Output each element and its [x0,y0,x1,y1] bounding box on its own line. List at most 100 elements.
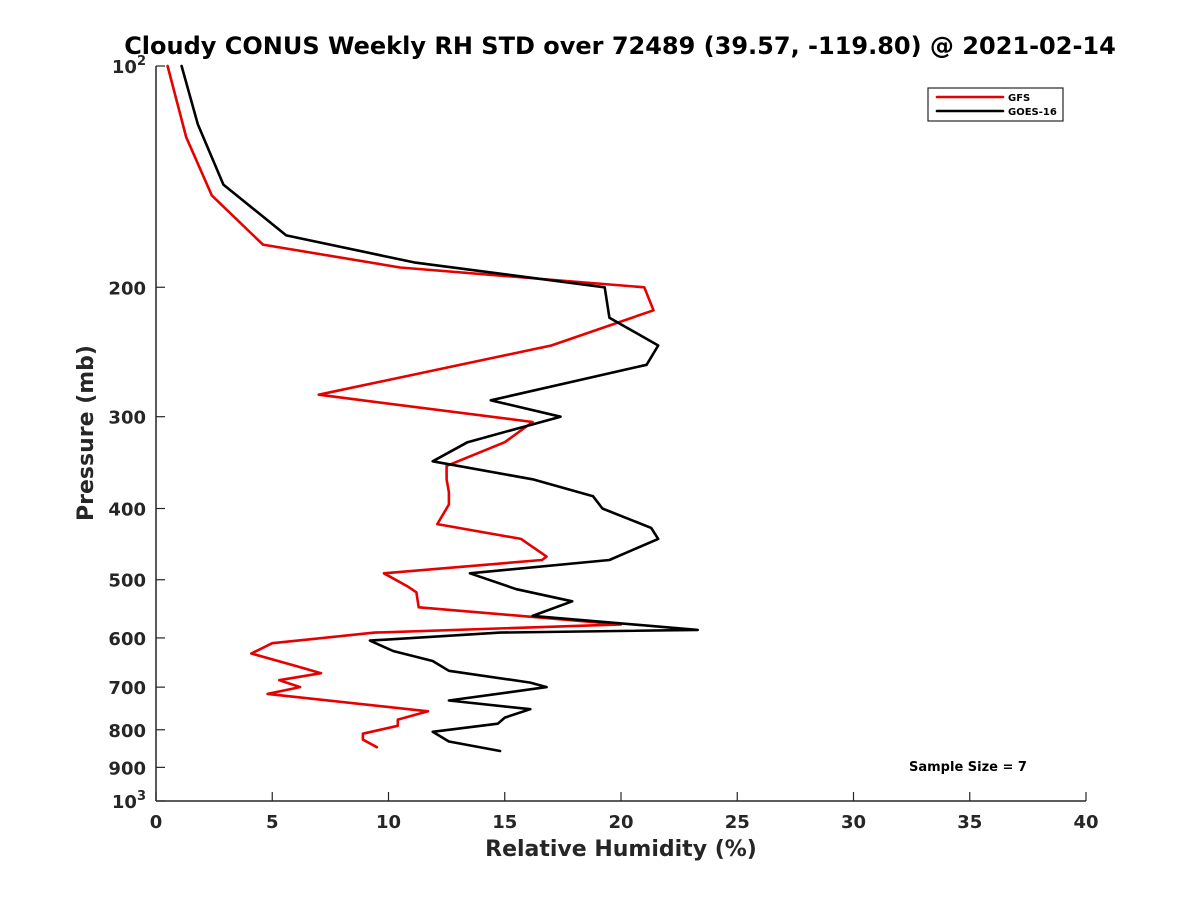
data-point-goes-16 [531,615,534,618]
y-tick-label: 600 [108,629,146,650]
data-point-goes-16 [592,495,595,498]
x-ticks: 0 5 10 15 20 25 30 35 40 [150,792,1099,833]
data-point-goes-16 [696,629,699,632]
data-point-goes-16 [531,478,534,481]
data-point-gfs [399,266,402,269]
data-point-goes-16 [650,527,653,530]
data-point-gfs [445,478,448,481]
data-point-goes-16 [285,234,288,237]
data-point-goes-16 [559,415,562,418]
data-point-goes-16 [392,650,395,653]
y-tick-label: 500 [108,571,146,592]
y-tick-label: 103 [112,789,146,813]
y-tick-exponent: 2 [137,54,146,69]
data-point-gfs [278,679,281,682]
plot-area: 0 5 10 15 20 25 30 35 40 10220030040050060070080… [108,54,1098,833]
data-point-goes-16 [180,65,183,68]
legend-label-gfs: GFS [1008,93,1030,104]
data-point-goes-16 [529,681,532,684]
series-goes-16 [180,64,700,753]
data-point-goes-16 [413,261,416,264]
series-gfs [166,64,655,749]
x-tick-label: 5 [266,812,279,833]
y-tick-label: 700 [108,678,146,699]
y-tick-base: 10 [112,57,137,78]
y-tick-exponent: 3 [137,789,146,804]
x-tick-label: 25 [725,812,750,833]
data-point-gfs [643,286,646,289]
data-point-gfs [541,559,544,562]
series-line-gfs [166,64,655,749]
y-tick-label: 800 [108,721,146,742]
y-tick-base: 10 [112,792,137,813]
data-point-goes-16 [499,750,502,753]
data-point-goes-16 [497,722,500,725]
data-point-goes-16 [657,344,660,347]
x-tick-label: 20 [608,812,633,833]
data-point-gfs [166,65,169,68]
data-point-gfs [262,243,265,246]
data-point-goes-16 [448,699,451,702]
data-point-goes-16 [431,660,434,663]
y-tick-label: 900 [108,758,146,779]
data-point-gfs [383,572,386,575]
data-point-gfs [318,393,321,396]
data-point-goes-16 [466,441,469,444]
data-point-gfs [504,441,507,444]
data-point-gfs [406,585,409,588]
data-point-gfs [362,732,365,735]
data-point-gfs [448,491,451,494]
y-tick-label: 200 [108,278,146,299]
data-point-goes-16 [504,716,507,719]
chart-title: Cloudy CONUS Weekly RH STD over 72489 (3… [124,32,1116,60]
data-point-gfs [250,652,253,655]
data-point-gfs [373,631,376,634]
y-tick-label: 102 [112,54,146,78]
x-tick-label: 40 [1073,812,1098,833]
x-tick-label: 30 [841,812,866,833]
data-point-goes-16 [448,740,451,743]
legend-box [927,87,1064,122]
legend-label-goes-16: GOES-16 [1008,107,1057,118]
data-point-goes-16 [603,286,606,289]
data-point-goes-16 [645,364,648,367]
data-point-goes-16 [657,538,660,541]
x-tick-label: 10 [376,812,401,833]
legend: GFS GOES-16 [927,87,1064,122]
data-point-gfs [415,591,418,594]
data-point-gfs [520,538,523,541]
data-point-goes-16 [490,399,493,402]
x-tick-label: 0 [150,812,163,833]
data-point-goes-16 [369,639,372,642]
data-point-goes-16 [608,316,611,319]
series-layer [166,64,700,753]
data-point-gfs [652,309,655,312]
data-point-gfs [266,693,269,696]
series-line-goes-16 [180,64,700,753]
data-point-goes-16 [499,631,502,634]
data-point-gfs [545,555,548,558]
data-point-goes-16 [571,600,574,603]
data-point-gfs [376,746,379,749]
data-point-goes-16 [529,708,532,711]
data-point-gfs [185,136,188,139]
data-point-goes-16 [197,123,200,126]
y-axis-label: Pressure (mb) [74,345,99,521]
data-point-goes-16 [545,686,548,689]
y-tick-label: 400 [108,500,146,521]
sample-size-annotation: Sample Size = 7 [909,760,1027,775]
data-point-gfs [294,665,297,668]
data-point-goes-16 [448,670,451,673]
data-point-gfs [299,686,302,689]
data-point-gfs [271,642,274,645]
data-point-gfs [417,606,420,609]
data-point-goes-16 [515,588,518,591]
data-point-gfs [448,503,451,506]
data-point-goes-16 [608,559,611,562]
data-point-goes-16 [431,460,434,463]
data-point-gfs [436,523,439,526]
data-point-goes-16 [431,731,434,734]
data-point-gfs [211,194,214,197]
